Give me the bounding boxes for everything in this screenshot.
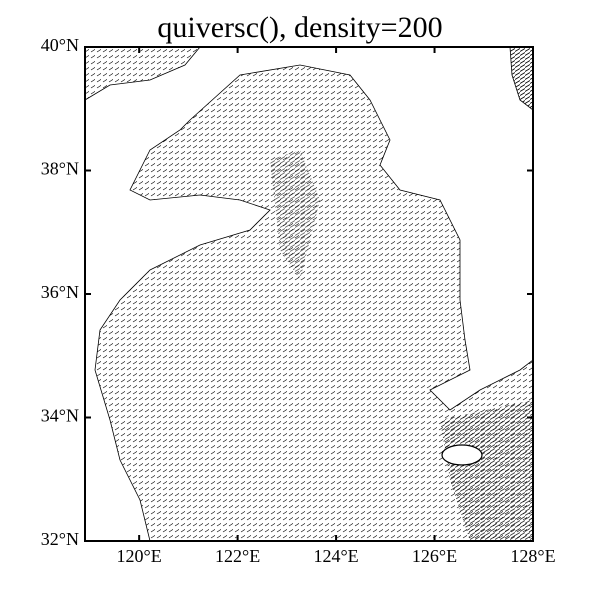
x-tick-label: 124°E (313, 546, 358, 566)
island (441, 444, 483, 466)
sea (94, 64, 533, 541)
y-tick-label: 34°N (41, 406, 79, 426)
y-tick-label: 32°N (41, 529, 79, 549)
sea (85, 47, 201, 101)
x-tick-label: 122°E (215, 546, 260, 566)
quiver-field (85, 47, 533, 541)
sea (509, 47, 533, 111)
y-tick-label: 40°N (41, 35, 79, 55)
x-tick-label: 128°E (510, 546, 555, 566)
x-tick-label: 120°E (117, 546, 162, 566)
y-tick-label: 36°N (41, 282, 79, 302)
dense-current (440, 400, 533, 541)
chart-title: quiversc(), density=200 (157, 11, 442, 44)
dense-current (270, 150, 320, 280)
x-tick-label: 126°E (412, 546, 457, 566)
y-tick-label: 38°N (41, 159, 79, 179)
